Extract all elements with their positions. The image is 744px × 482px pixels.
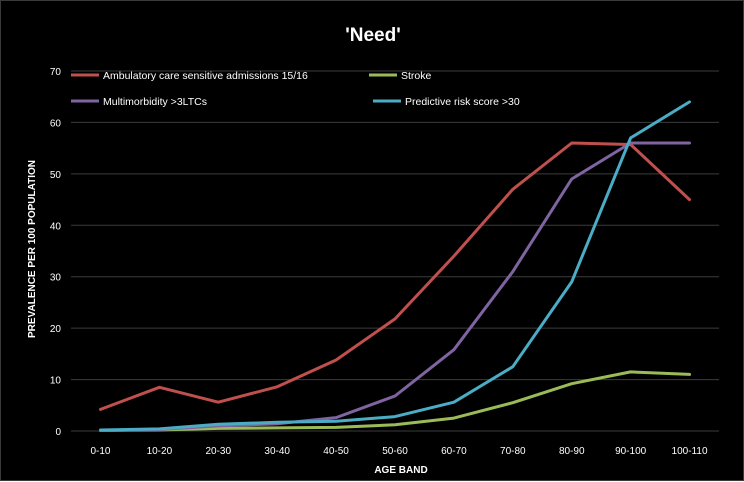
x-tick-label: 70-80 — [500, 446, 526, 457]
y-tick-label: 60 — [50, 118, 62, 129]
x-tick-label: 90-100 — [615, 446, 647, 457]
y-axis-ticks: 0 10 20 30 40 50 60 70 — [50, 67, 62, 438]
y-tick-label: 40 — [50, 221, 62, 232]
y-tick-label: 70 — [50, 67, 62, 78]
series-line-1 — [99, 370, 691, 432]
x-tick-label: 20-30 — [205, 446, 231, 457]
legend-label-1: Stroke — [401, 70, 432, 82]
y-tick-label: 50 — [50, 170, 62, 181]
legend-label-3: Predictive risk score >30 — [405, 96, 520, 108]
x-tick-label: 10-20 — [147, 446, 173, 457]
chart-title: 'Need' — [345, 25, 401, 46]
series-line-0 — [99, 141, 691, 411]
y-tick-label: 10 — [50, 376, 62, 387]
legend: Ambulatory care sensitive admissions 15/… — [71, 70, 520, 108]
x-axis-title: AGE BAND — [374, 465, 427, 476]
legend-label-0: Ambulatory care sensitive admissions 15/… — [103, 70, 308, 82]
y-tick-label: 0 — [55, 427, 61, 438]
y-tick-label: 20 — [50, 324, 62, 335]
gridlines — [71, 70, 719, 432]
legend-label-2: Multimorbidity >3LTCs — [103, 96, 207, 108]
y-axis-title: PREVALENCE PER 100 POPULATION — [27, 160, 38, 338]
series-line-2 — [99, 141, 691, 432]
x-tick-label: 30-40 — [264, 446, 290, 457]
series-lines — [99, 100, 691, 432]
y-tick-label: 30 — [50, 273, 62, 284]
x-tick-label: 100-110 — [672, 446, 708, 457]
x-tick-label: 0-10 — [90, 446, 110, 457]
x-tick-label: 40-50 — [323, 446, 349, 457]
x-tick-label: 50-60 — [382, 446, 408, 457]
series-line-3 — [99, 100, 691, 432]
x-axis-ticks: 0-10 10-20 20-30 30-40 40-50 50-60 60-70 70-80 8… — [90, 446, 708, 457]
x-tick-label: 60-70 — [441, 446, 467, 457]
x-tick-label: 80-90 — [559, 446, 585, 457]
